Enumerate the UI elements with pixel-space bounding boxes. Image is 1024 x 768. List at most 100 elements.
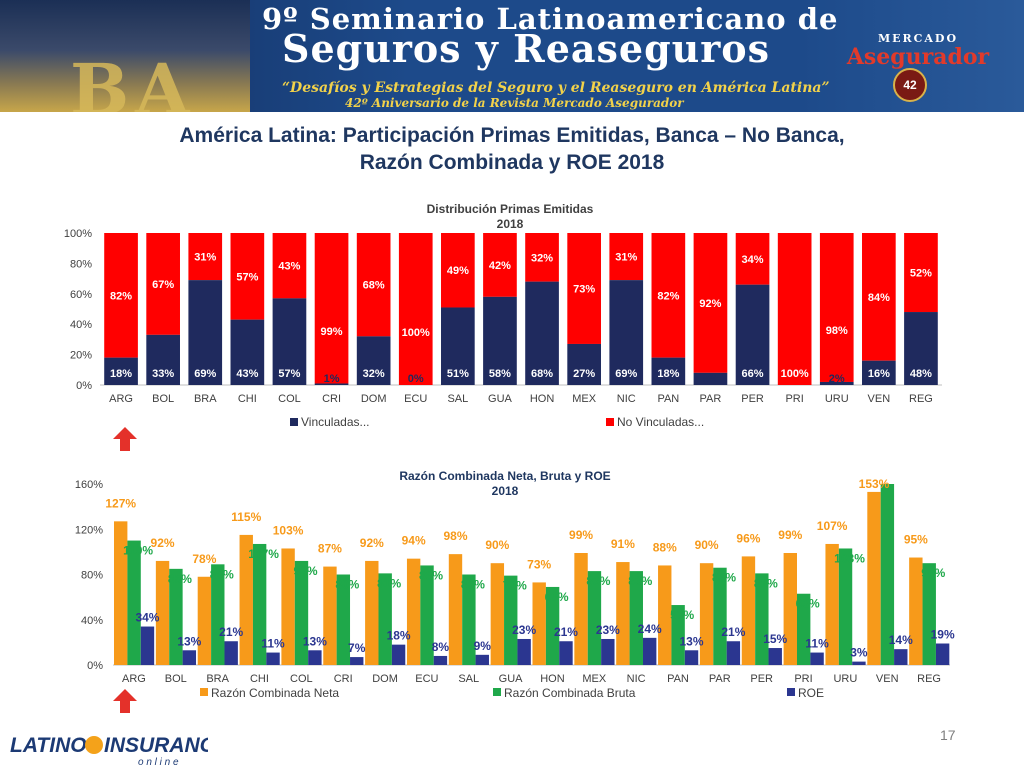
slide-title-line1: América Latina: Participación Primas Emi… <box>179 124 845 147</box>
data-label: 103% <box>273 523 304 537</box>
combined-ratio-roe-chart: Razón Combinada Neta, Bruta y ROE 2018 0… <box>75 469 955 700</box>
bar-razón-combinada-neta <box>323 566 337 665</box>
data-label: 78% <box>192 552 216 566</box>
bar-razón-combinada-bruta <box>671 605 685 665</box>
data-label: 13% <box>303 634 327 648</box>
data-label: 21% <box>219 625 243 639</box>
bar-roe <box>266 652 280 665</box>
bar-razón-combinada-bruta <box>796 593 811 665</box>
logo-latino-text: LATINO <box>10 734 87 757</box>
data-label: 87% <box>318 542 342 556</box>
x-tick-label: PER <box>750 673 773 685</box>
data-label-vinculadas: 18% <box>657 368 679 380</box>
y-tick-label: 0% <box>76 380 92 392</box>
data-label: 83% <box>586 574 610 588</box>
bar-vinculadas <box>188 280 223 385</box>
data-label-vinculadas: 51% <box>447 368 469 380</box>
data-label: 96% <box>736 531 760 545</box>
bar-vinculadas <box>146 334 180 385</box>
bar-no-vinculadas <box>777 233 812 385</box>
bar-razón-combinada-bruta <box>880 484 895 665</box>
data-label: 103% <box>834 551 865 565</box>
primas-distribution-chart: Distribución Primas Emitidas 2018 0% 20% 4… <box>64 202 942 429</box>
bar-razón-combinada-neta <box>406 558 421 665</box>
up-arrow-icon <box>113 427 137 451</box>
data-label: 34% <box>135 611 159 625</box>
logo-insurance-text: INSURANCE <box>104 734 208 757</box>
data-label: 86% <box>712 571 736 585</box>
bar-roe <box>350 657 364 665</box>
data-label: 81% <box>754 576 778 590</box>
latino-insurance-logo: LATINO INSURANCE o n l i n e <box>10 734 208 768</box>
bar-razón-combinada-neta <box>239 534 253 665</box>
data-label: 79% <box>503 579 527 593</box>
up-arrow-icon <box>113 689 137 713</box>
data-label: 21% <box>721 625 745 639</box>
bar-roe <box>894 649 908 665</box>
data-label-no-vinculadas: 42% <box>489 260 511 272</box>
data-label: 14% <box>889 633 913 647</box>
bar-razón-combinada-neta <box>699 563 714 665</box>
bar-no-vinculadas <box>819 233 854 382</box>
data-label-vinculadas: 27% <box>573 368 595 380</box>
bar-roe <box>391 644 406 665</box>
bar-roe <box>308 650 322 665</box>
bar-razón-combinada-bruta <box>545 586 560 665</box>
bar-roe <box>935 643 950 665</box>
bar-razón-combinada-neta <box>658 565 672 665</box>
x-tick-label: PER <box>741 393 764 405</box>
data-label-vinculadas: 32% <box>363 368 385 380</box>
bar-no-vinculadas <box>735 233 770 285</box>
bar-razón-combinada-bruta <box>294 560 309 665</box>
bar-razón-combinada-bruta <box>587 571 602 665</box>
data-label-vinculadas: 48% <box>910 368 932 380</box>
bar-roe <box>559 641 573 665</box>
y-tick-label: 40% <box>70 319 92 331</box>
bar-roe <box>684 650 699 665</box>
bar-roe <box>182 650 197 665</box>
data-label: 85% <box>168 572 192 586</box>
data-label-vinculadas: 16% <box>868 368 890 380</box>
bar-razón-combinada-neta <box>532 582 546 665</box>
bar-roe <box>517 638 531 665</box>
data-label: 107% <box>248 547 279 561</box>
x-tick-label: CRI <box>334 673 353 685</box>
data-label-vinculadas: 58% <box>489 368 511 380</box>
bar-vinculadas <box>862 360 896 385</box>
data-label: 21% <box>554 625 578 639</box>
x-tick-label: NIC <box>617 393 636 405</box>
x-tick-label: HON <box>530 393 555 405</box>
banner-city-letters: BA <box>70 48 196 112</box>
banner-title-line1: 9º Seminario Latinoamericano de <box>262 2 839 36</box>
y-tick-label: 60% <box>70 289 92 301</box>
data-label-no-vinculadas: 82% <box>110 290 132 302</box>
bar-razón-combinada-bruta <box>420 565 434 665</box>
mercado-asegurador-logo: MERCADO Asegurador <box>828 30 1008 68</box>
y-tick-label: 20% <box>70 350 92 362</box>
legend-swatch <box>787 688 795 696</box>
y-tick-label: 160% <box>75 479 103 491</box>
data-label: 110% <box>123 544 153 558</box>
bar-no-vinculadas <box>904 233 938 313</box>
legend-swatch <box>606 418 614 426</box>
data-label: 19% <box>931 628 955 642</box>
data-label: 89% <box>210 567 234 581</box>
bar-roe <box>642 637 657 665</box>
y-tick-label: 0% <box>87 660 103 672</box>
legend-label: ROE <box>798 686 824 700</box>
bar-razón-combinada-bruta <box>629 571 643 665</box>
data-label: 98% <box>443 529 467 543</box>
bar-no-vinculadas <box>272 233 307 299</box>
data-label-no-vinculadas: 82% <box>657 290 679 302</box>
data-label: 90% <box>695 538 719 552</box>
data-label: 91% <box>611 537 635 551</box>
slide-title-line2: Razón Combinada y ROE 2018 <box>359 151 665 174</box>
y-tick-label: 120% <box>75 524 103 536</box>
bar-razón-combinada-neta <box>155 560 170 665</box>
data-label: 107% <box>817 519 848 533</box>
bar-razón-combinada-bruta <box>169 568 183 665</box>
data-label: 99% <box>569 528 593 542</box>
data-label: 7% <box>348 641 366 655</box>
data-label: 94% <box>402 534 426 548</box>
bar-razón-combinada-bruta <box>252 543 267 665</box>
